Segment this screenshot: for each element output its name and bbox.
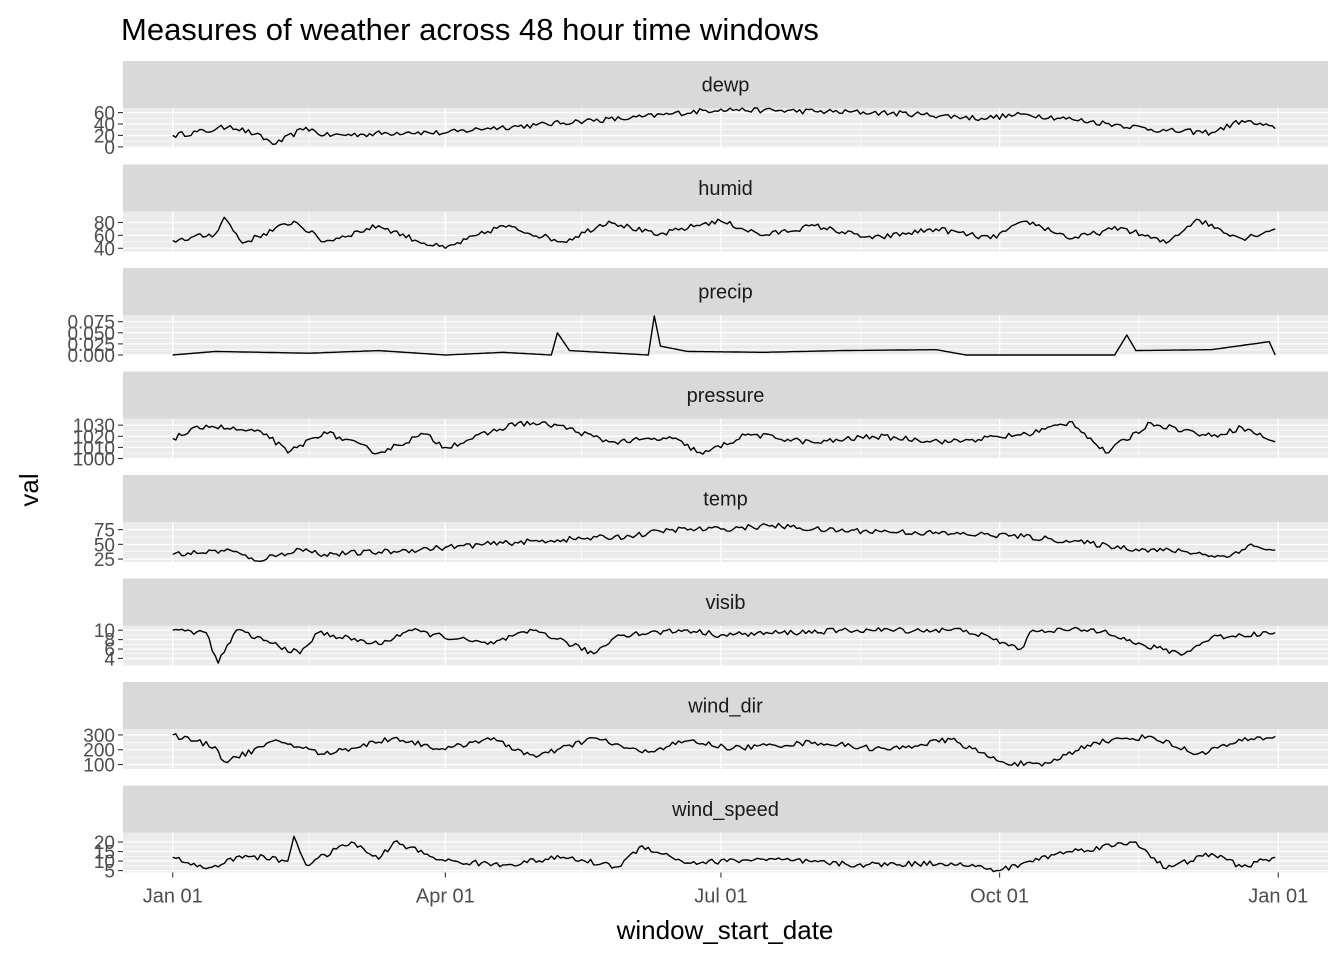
y-tick-label: 200 [83,741,115,762]
y-tick-label: 40 [94,115,115,136]
panel-background [123,108,1328,148]
series-line-precip [172,315,1276,356]
facet-strip-label: dewp [702,75,750,97]
facet-panels: dewp0204060humid406080precip0.0000.0250.… [67,61,1328,883]
y-tick-label: 1010 [73,438,115,459]
y-tick-label: 0.025 [67,335,115,356]
x-tick-label: Oct 01 [970,886,1029,908]
chart-title: Measures of weather across 48 hour time … [121,12,819,47]
y-axis-title: val [14,473,44,506]
x-tick-label: Apr 01 [416,886,475,908]
y-tick-label: 50 [94,535,115,556]
y-tick-label: 60 [94,226,115,247]
panel-background [123,625,1328,666]
x-axis: Jan 01 Apr 01 Jul 01 Oct 01 Jan 01 [143,872,1308,908]
y-tick-label: 0 [104,138,115,159]
panel-background [123,315,1328,355]
series-line-wind_dir [172,733,1276,767]
y-tick-label: 25 [94,550,115,571]
facet-strip [123,164,1328,212]
y-tick-label: 20 [94,126,115,147]
y-tick-label: 300 [83,726,115,747]
y-tick-label: 0.000 [67,346,115,367]
facet-strip [123,682,1328,729]
x-axis-title: window_start_date [616,915,834,945]
facet-strip [123,785,1328,833]
series-line-temp [172,522,1276,562]
facet-strip [123,268,1328,315]
y-tick-label: 75 [94,521,115,542]
facet-strip [123,61,1328,108]
y-tick-label: 4 [104,649,115,670]
facet-strip-label: pressure [687,385,765,407]
panel-background [123,522,1328,562]
facet-strip-label: wind_speed [671,799,779,821]
facet-strip [123,475,1328,522]
facet-strip [123,578,1328,626]
y-tick-label: 6 [104,640,115,661]
y-tick-label: 80 [94,213,115,234]
y-tick-label: 60 [94,104,115,125]
y-tick-label: 5 [104,862,115,883]
series-line-pressure [172,420,1276,455]
y-tick-label: 1020 [73,427,115,448]
panel-background [123,211,1328,252]
facet-strip-label: humid [698,178,752,200]
series-line-humid [172,216,1276,249]
series-line-dewp [172,107,1276,145]
facet-strip-label: precip [698,282,752,304]
y-tick-label: 20 [94,833,115,854]
y-tick-label: 40 [94,239,115,260]
y-tick-label: 0.050 [67,324,115,345]
series-line-visib [172,626,1276,664]
facet-strip-label: wind_dir [687,696,763,718]
y-tick-label: 0.075 [67,313,115,334]
y-tick-label: 10 [94,852,115,873]
y-tick-label: 100 [83,756,115,777]
facet-strip [123,371,1328,419]
x-tick-label: Jan 01 [1248,886,1308,908]
facet-strip-label: visib [705,592,745,614]
y-tick-label: 1000 [73,450,115,471]
series-line-wind_speed [172,835,1276,873]
y-tick-label: 10 [94,621,115,642]
y-tick-label: 15 [94,843,115,864]
x-tick-label: Jan 01 [143,886,203,908]
x-tick-label: Jul 01 [694,886,747,908]
facet-strip-label: temp [703,489,747,511]
y-tick-label: 1030 [73,416,115,437]
y-tick-label: 8 [104,631,115,652]
